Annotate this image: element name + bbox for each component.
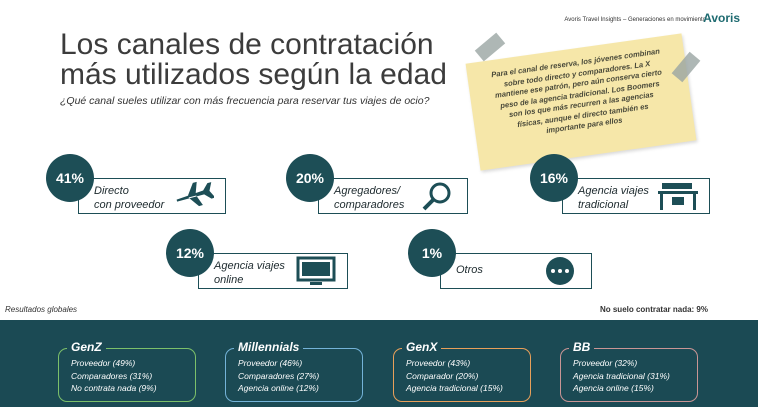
- generation-items: Proveedor (32%) Agencia tradicional (31%)…: [573, 357, 670, 395]
- footnote: No suelo contratar nada: 9%: [599, 305, 708, 314]
- sticky-note: Para el canal de reserva, los jóvenes co…: [465, 33, 697, 171]
- note-text: Para el canal de reserva, los jóvenes co…: [466, 33, 695, 156]
- icon: [546, 257, 574, 285]
- card-label: Agencia viajes tradicional: [578, 184, 649, 212]
- footnote: Resultados globales: [5, 305, 78, 314]
- label-line: Agencia viajes: [214, 260, 285, 272]
- generation-item: Agencia online (15%): [573, 383, 654, 393]
- logo: Avoris: [703, 11, 740, 25]
- generation-item: Agencia tradicional (31%): [573, 370, 670, 381]
- icon: [658, 183, 698, 210]
- brand-line: Avoris Travel Insights – Generaciones en…: [564, 17, 706, 23]
- generation-item: Comparador (20%): [406, 370, 479, 381]
- generation-items: Proveedor (43%) Comparador (20%) Agencia t…: [406, 357, 503, 395]
- generation-item: Proveedor (46%): [238, 358, 303, 368]
- percent-circle: 12%: [166, 229, 214, 277]
- tape: [474, 32, 506, 62]
- card-label: Directo con proveedor: [94, 184, 164, 212]
- icon: [422, 182, 451, 211]
- card-label: Agregadores/comparadores: [334, 184, 404, 212]
- generation-box: GenZ Proveedor (49%) Comparadores (31%) No …: [58, 340, 196, 402]
- generation-box: GenX Proveedor (43%) Comparador (20%) Agenc…: [393, 340, 531, 402]
- generation-item: Agencia online (12%): [238, 383, 319, 393]
- label-line: tradicional: [578, 199, 629, 211]
- percent-circle: 1%: [408, 229, 456, 277]
- generation-item: Comparadores (31%): [71, 370, 153, 381]
- generation-name: GenZ: [67, 340, 106, 354]
- icon: [176, 181, 214, 207]
- generation-name: Millennials: [234, 340, 304, 354]
- label-line: Otros: [456, 264, 483, 276]
- generation-items: Proveedor (46%) Comparadores (27%) Agencia…: [238, 357, 319, 395]
- card-box: [78, 178, 226, 214]
- card-label: Otros: [456, 263, 483, 277]
- title-line: más utilizados según la edad: [60, 58, 447, 91]
- generation-items: Proveedor (49%) Comparadores (31%) No cont…: [71, 357, 157, 395]
- generation-box: BB Proveedor (32%) Agencia tradicional (31…: [560, 340, 698, 402]
- label-line: online: [214, 274, 244, 286]
- generation-item: Proveedor (32%): [573, 358, 638, 368]
- label-line: con proveedor: [94, 199, 165, 211]
- generation-name: GenX: [402, 340, 442, 354]
- generation-box: Millennials Proveedor (46%) Comparadores (…: [225, 340, 363, 402]
- label-line: Agencia viajes: [578, 185, 649, 197]
- subtitle: ¿Qué canal sueles utilizar con más frecu…: [60, 95, 430, 107]
- percent-circle: 20%: [286, 154, 334, 202]
- icon: [296, 256, 336, 285]
- generation-item: Proveedor (43%): [406, 358, 471, 368]
- label-line: comparadores: [334, 199, 405, 211]
- title-line: Los canales de contratación: [60, 28, 434, 61]
- generation-band: [0, 320, 758, 407]
- percent-circle: 16%: [530, 154, 578, 202]
- percent-circle: 41%: [46, 154, 94, 202]
- generation-item: Proveedor (49%): [71, 358, 136, 368]
- label-line: Directo: [94, 185, 129, 197]
- generation-item: Comparadores (27%): [238, 370, 320, 381]
- generation-item: No contrata nada (9%): [71, 383, 157, 393]
- generation-item: Agencia tradicional (15%): [406, 383, 503, 393]
- generation-name: BB: [569, 340, 595, 354]
- card-label: Agencia viajes online: [214, 259, 285, 287]
- label-line: Agregadores/: [334, 185, 401, 197]
